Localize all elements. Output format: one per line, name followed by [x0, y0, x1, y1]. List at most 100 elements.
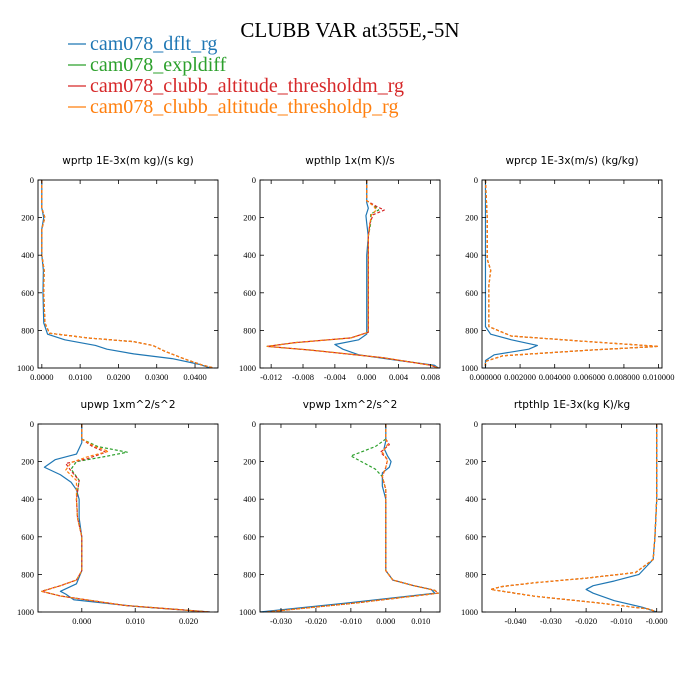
- x-tick-label: 0.010: [411, 616, 430, 626]
- plot-frame: [481, 179, 663, 369]
- series-line-cam078-dflt-rg: [585, 424, 658, 612]
- legend: cam078_dflt_rgcam078_expldiffcam078_club…: [68, 33, 404, 118]
- panel: vpwp 1xm^2/s^2 0 200 400 600 800 1000 -0.030 -0.…: [239, 399, 441, 626]
- y-tick-label: 600: [465, 288, 478, 298]
- x-tick-label: -0.030: [540, 616, 562, 626]
- series-line-cam078-expldiff: [490, 424, 658, 612]
- panel: rtpthlp 1E-3x(kg K)/kg 0 200 400 600 800 1000 -…: [461, 399, 668, 626]
- plot-frame: [37, 423, 219, 613]
- panel-title: wprcp 1E-3x(m/s) (kg/kg): [505, 155, 638, 167]
- x-tick-label: 0.000: [376, 616, 395, 626]
- y-tick-label: 0: [30, 419, 34, 429]
- x-tick-label: 0.010: [126, 616, 145, 626]
- x-tick-label: 0.006000: [573, 372, 605, 382]
- y-tick-label: 400: [243, 250, 256, 260]
- y-tick-label: 400: [243, 494, 256, 504]
- series-line-cam078-clubb-altitude-thresholdp-rg: [41, 424, 211, 612]
- x-tick-label: 0.008: [421, 372, 440, 382]
- series-group: [260, 424, 439, 612]
- x-tick-label: -0.010: [340, 616, 362, 626]
- x-tick-label: -0.020: [305, 616, 327, 626]
- figure-title: CLUBB VAR at355E,-5N: [240, 18, 459, 42]
- panels: wprtp 1E-3x(m kg)/(s kg) 0 200 400 600 800 100…: [17, 155, 674, 626]
- series-line-cam078-clubb-altitude-thresholdm-rg: [266, 180, 439, 368]
- panel-title: vpwp 1xm^2/s^2: [303, 399, 398, 411]
- x-tick-label: -0.004: [324, 372, 347, 382]
- y-tick-label: 1000: [17, 363, 34, 373]
- y-tick-label: 1000: [239, 363, 256, 373]
- y-tick-label: 800: [243, 569, 256, 579]
- y-tick-label: 1000: [239, 607, 256, 617]
- y-tick-label: 600: [243, 532, 256, 542]
- plot-frame: [259, 423, 441, 613]
- y-tick-label: 800: [21, 325, 34, 335]
- series-group: [484, 180, 660, 368]
- panel: wprtp 1E-3x(m kg)/(s kg) 0 200 400 600 800 100…: [17, 155, 219, 382]
- y-tick-label: 600: [465, 532, 478, 542]
- legend-entry: cam078_dflt_rg: [68, 33, 217, 55]
- series-line-cam078-clubb-altitude-thresholdp-rg: [490, 424, 658, 612]
- series-line-cam078-dflt-rg: [41, 180, 211, 368]
- x-tick-label: 0.004000: [539, 372, 571, 382]
- y-tick-label: 0: [30, 175, 34, 185]
- legend-entry: cam078_clubb_altitude_thresholdm_rg: [68, 75, 404, 97]
- panel-title: rtpthlp 1E-3x(kg K)/kg: [514, 399, 630, 411]
- series-line-cam078-clubb-altitude-thresholdp-rg: [266, 424, 439, 612]
- x-tick-label: 0.004: [389, 372, 409, 382]
- y-tick-label: 600: [21, 288, 34, 298]
- y-tick-label: 0: [474, 419, 478, 429]
- series-line-cam078-clubb-altitude-thresholdp-rg: [41, 180, 215, 368]
- y-tick-label: 400: [465, 250, 478, 260]
- y-tick-label: 800: [465, 569, 478, 579]
- series-line-cam078-clubb-altitude-thresholdm-rg: [490, 424, 658, 612]
- x-tick-label: -0.012: [260, 372, 282, 382]
- legend-label: cam078_clubb_altitude_thresholdp_rg: [90, 96, 398, 118]
- x-tick-label: 0.020: [179, 616, 198, 626]
- series-line-cam078-dflt-rg: [484, 180, 538, 368]
- x-tick-label: 0.000: [357, 372, 376, 382]
- panel: wpthlp 1x(m K)/s02004006008001000-0.012-…: [239, 155, 441, 382]
- series-line-cam078-clubb-altitude-thresholdm-rg: [41, 424, 211, 612]
- x-tick-label: 0.000: [72, 616, 91, 626]
- x-tick-label: -0.030: [270, 616, 292, 626]
- plot-frame: [259, 179, 441, 369]
- y-tick-label: 200: [243, 457, 256, 467]
- y-tick-label: 0: [252, 419, 256, 429]
- y-tick-label: 600: [243, 288, 256, 298]
- panel-title: wprtp 1E-3x(m kg)/(s kg): [62, 155, 193, 167]
- y-tick-label: 200: [21, 457, 34, 467]
- legend-label: cam078_clubb_altitude_thresholdm_rg: [90, 75, 404, 97]
- y-tick-label: 1000: [461, 607, 478, 617]
- y-tick-label: 0: [474, 175, 478, 185]
- legend-entry: cam078_expldiff: [68, 54, 227, 76]
- series-line-cam078-dflt-rg: [334, 180, 439, 368]
- plot-frame: [481, 423, 663, 613]
- y-tick-label: 400: [21, 250, 34, 260]
- series-group: [266, 180, 439, 368]
- series-line-cam078-clubb-altitude-thresholdp-rg: [266, 180, 439, 368]
- y-tick-label: 1000: [461, 363, 478, 373]
- x-tick-label: -0.010: [610, 616, 632, 626]
- x-tick-label: 0.000000: [470, 372, 502, 382]
- x-tick-label: -0.008: [292, 372, 314, 382]
- x-tick-label: 0.0400: [183, 372, 206, 382]
- series-group: [490, 424, 658, 612]
- series-line-cam078-dflt-rg: [43, 424, 211, 612]
- x-tick-label: 0.010000: [643, 372, 675, 382]
- y-tick-label: 800: [243, 325, 256, 335]
- series-line-cam078-expldiff: [266, 180, 439, 368]
- legend-label: cam078_expldiff: [90, 54, 227, 76]
- series-line-cam078-clubb-altitude-thresholdm-rg: [266, 424, 439, 612]
- series-line-cam078-clubb-altitude-thresholdp-rg: [484, 180, 660, 368]
- x-tick-label: 0.008000: [608, 372, 640, 382]
- y-tick-label: 800: [465, 325, 478, 335]
- x-tick-label: -0.040: [505, 616, 527, 626]
- y-tick-label: 0: [252, 175, 256, 185]
- x-tick-label: 0.002000: [504, 372, 536, 382]
- series-line-cam078-dflt-rg: [260, 424, 436, 612]
- series-group: [41, 424, 211, 612]
- legend-label: cam078_dflt_rg: [90, 33, 217, 55]
- panel-title: upwp 1xm^2/s^2: [81, 399, 176, 411]
- y-tick-label: 600: [21, 532, 34, 542]
- y-tick-label: 200: [243, 213, 256, 223]
